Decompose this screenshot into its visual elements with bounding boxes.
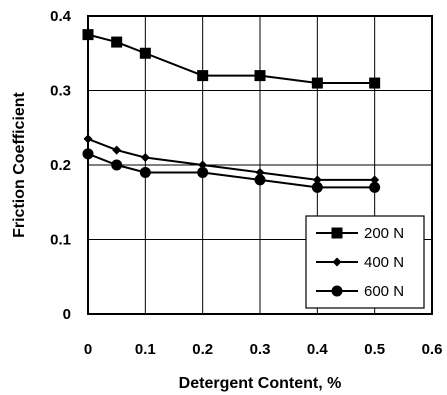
series-2-point-2 xyxy=(139,166,151,178)
series-2-point-6 xyxy=(369,181,381,193)
x-tick-label-6: 0.6 xyxy=(422,341,443,358)
x-tick-label-3: 0.3 xyxy=(250,341,271,358)
x-tick-labels: 0 0.1 0.2 0.3 0.4 0.5 0.6 xyxy=(84,341,443,358)
x-tick-label-5: 0.5 xyxy=(364,341,385,358)
legend-marker-1 xyxy=(332,257,342,267)
series-1-point-6 xyxy=(370,175,380,185)
series-2-point-5 xyxy=(311,181,323,193)
x-tick-label-4: 0.4 xyxy=(307,341,329,358)
legend-item-2: 600 N xyxy=(316,283,404,300)
series-0-line xyxy=(87,33,375,85)
series-layer xyxy=(82,29,381,193)
x-tick-label-1: 0.1 xyxy=(135,341,156,358)
series-2-point-4 xyxy=(254,174,266,186)
legend-label-2: 600 N xyxy=(364,283,404,300)
series-2-point-1 xyxy=(111,159,123,171)
series-2 xyxy=(82,148,381,193)
legend-marker-0 xyxy=(331,227,343,239)
legend-marker-2 xyxy=(331,285,343,297)
series-1-line xyxy=(87,137,375,181)
y-axis-title: Friction Coefficient xyxy=(11,91,28,237)
series-0-point-3 xyxy=(197,70,209,82)
series-0-point-2 xyxy=(139,47,151,59)
y-tick-label-0: 0 xyxy=(63,306,71,323)
series-0 xyxy=(82,29,381,89)
legend-label-1: 400 N xyxy=(364,254,404,271)
series-0-point-5 xyxy=(311,77,323,89)
plot-frame xyxy=(87,15,433,315)
series-0-point-4 xyxy=(254,70,266,82)
legend-label-0: 200 N xyxy=(364,225,404,242)
x-tick-label-0: 0 xyxy=(84,341,92,358)
series-2-line xyxy=(87,152,375,189)
series-1-point-3 xyxy=(198,160,208,170)
series-1-point-1 xyxy=(112,145,122,155)
legend-item-0: 200 N xyxy=(316,225,404,242)
series-2-point-3 xyxy=(197,166,209,178)
series-1-point-4 xyxy=(255,167,265,177)
legend: 200 N 400 N 600 N xyxy=(305,215,425,309)
y-tick-labels: 0 0.1 0.2 0.3 0.4 xyxy=(50,8,72,323)
x-tick-label-2: 0.2 xyxy=(192,341,213,358)
x-axis-title: Detergent Content, % xyxy=(179,375,342,392)
y-tick-label-4: 0.4 xyxy=(50,8,72,25)
series-1-point-5 xyxy=(312,175,322,185)
series-0-point-6 xyxy=(369,77,381,89)
series-0-point-1 xyxy=(111,36,123,48)
y-tick-label-3: 0.3 xyxy=(50,83,71,100)
series-1-point-2 xyxy=(140,153,150,163)
y-tick-label-1: 0.1 xyxy=(50,232,71,249)
y-tick-label-2: 0.2 xyxy=(50,157,71,174)
legend-item-1: 400 N xyxy=(316,254,404,271)
